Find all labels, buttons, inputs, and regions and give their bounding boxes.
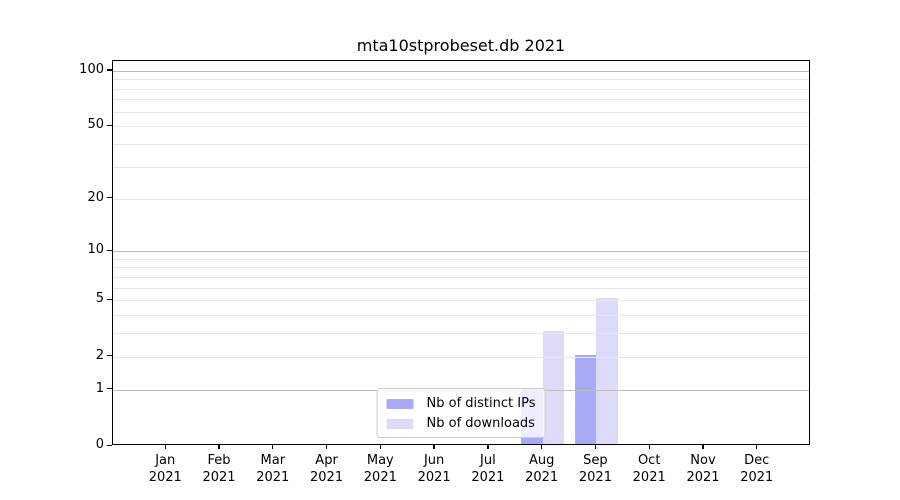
plot-area: Nb of distinct IPs Nb of downloads [112, 60, 810, 445]
x-tick-label-jun-2021: Jun 2021 [417, 453, 451, 485]
gridline-minor-20 [113, 198, 809, 200]
x-tick-label-aug-2021: Aug 2021 [525, 453, 559, 485]
legend-item-nb-of-distinct-ips: Nb of distinct IPs [386, 396, 536, 411]
y-tick-1 [107, 388, 112, 390]
y-tick-label-0: 0 [95, 437, 104, 452]
x-tick-may-2021 [379, 445, 381, 449]
gridline-minor-30 [113, 166, 809, 168]
y-tick-0 [107, 444, 112, 446]
x-tick-mar-2021 [272, 445, 274, 449]
x-tick-sep-2021 [594, 445, 597, 449]
bar-nb-of-downloads-aug-2021 [542, 331, 565, 444]
x-tick-dec-2021 [756, 445, 758, 449]
x-tick-oct-2021 [648, 445, 650, 449]
x-tick-label-dec-2021: Dec 2021 [740, 453, 774, 485]
gridline-minor-80 [113, 88, 809, 90]
legend-label-nb-of-downloads: Nb of downloads [426, 416, 535, 431]
y-tick-5 [107, 298, 112, 301]
y-tick-label-20: 20 [87, 189, 104, 205]
y-tick-20 [107, 197, 112, 199]
x-tick-label-sep-2021: Sep 2021 [578, 453, 612, 485]
gridline-minor-60 [113, 111, 809, 113]
gridline-minor-9 [113, 258, 809, 260]
x-tick-label-jul-2021: Jul 2021 [471, 453, 505, 485]
y-tick-label-1: 1 [95, 380, 104, 396]
gridline-minor-6 [113, 287, 809, 289]
gridline-major-100 [113, 70, 809, 72]
y-tick-label-5: 5 [95, 291, 104, 307]
gridline-minor-7 [113, 276, 809, 278]
legend-swatch-nb-of-downloads [386, 418, 414, 429]
grid-layer [113, 61, 809, 444]
gridline-minor-50 [113, 126, 809, 128]
gridline-minor-8 [113, 267, 809, 269]
x-tick-jun-2021 [433, 445, 435, 449]
gridline-minor-40 [113, 144, 809, 146]
x-tick-apr-2021 [325, 445, 328, 449]
legend: Nb of distinct IPs Nb of downloads [376, 388, 546, 438]
x-tick-label-feb-2021: Feb 2021 [202, 453, 236, 485]
x-tick-label-apr-2021: Apr 2021 [310, 453, 344, 485]
gridline-minor-70 [113, 99, 809, 101]
y-tick-10 [107, 249, 112, 251]
gridline-minor-4 [113, 315, 809, 317]
legend-swatch-nb-of-distinct-ips [386, 398, 414, 409]
y-tick-label-2: 2 [95, 347, 104, 363]
chart-title: mta10stprobeset.db 2021 [356, 36, 566, 55]
x-tick-jul-2021 [487, 445, 489, 449]
legend-item-nb-of-downloads: Nb of downloads [386, 416, 536, 431]
y-tick-label-50: 50 [87, 117, 104, 133]
gridline-minor-2 [113, 356, 809, 358]
x-tick-label-nov-2021: Nov 2021 [686, 453, 720, 485]
x-tick-label-may-2021: May 2021 [363, 453, 397, 485]
x-tick-label-jan-2021: Jan 2021 [148, 453, 182, 485]
legend-label-nb-of-distinct-ips: Nb of distinct IPs [426, 396, 536, 411]
y-tick-100 [107, 69, 112, 71]
y-tick-50 [107, 124, 112, 127]
gridline-major-10 [113, 251, 809, 253]
gridline-minor-90 [113, 79, 809, 81]
y-tick-2 [107, 355, 112, 357]
x-tick-aug-2021 [541, 445, 543, 449]
x-tick-jan-2021 [164, 445, 166, 449]
gridline-minor-3 [113, 333, 809, 335]
x-tick-label-mar-2021: Mar 2021 [256, 453, 290, 485]
bar-nb-of-distinct-ips-sep-2021 [574, 354, 597, 444]
x-tick-label-oct-2021: Oct 2021 [632, 453, 666, 485]
x-tick-feb-2021 [218, 445, 220, 449]
gridline-minor-5 [113, 300, 809, 302]
x-tick-nov-2021 [702, 445, 704, 449]
y-tick-label-100: 100 [79, 61, 104, 77]
y-tick-label-10: 10 [87, 242, 104, 258]
bar-nb-of-downloads-sep-2021 [596, 298, 618, 444]
